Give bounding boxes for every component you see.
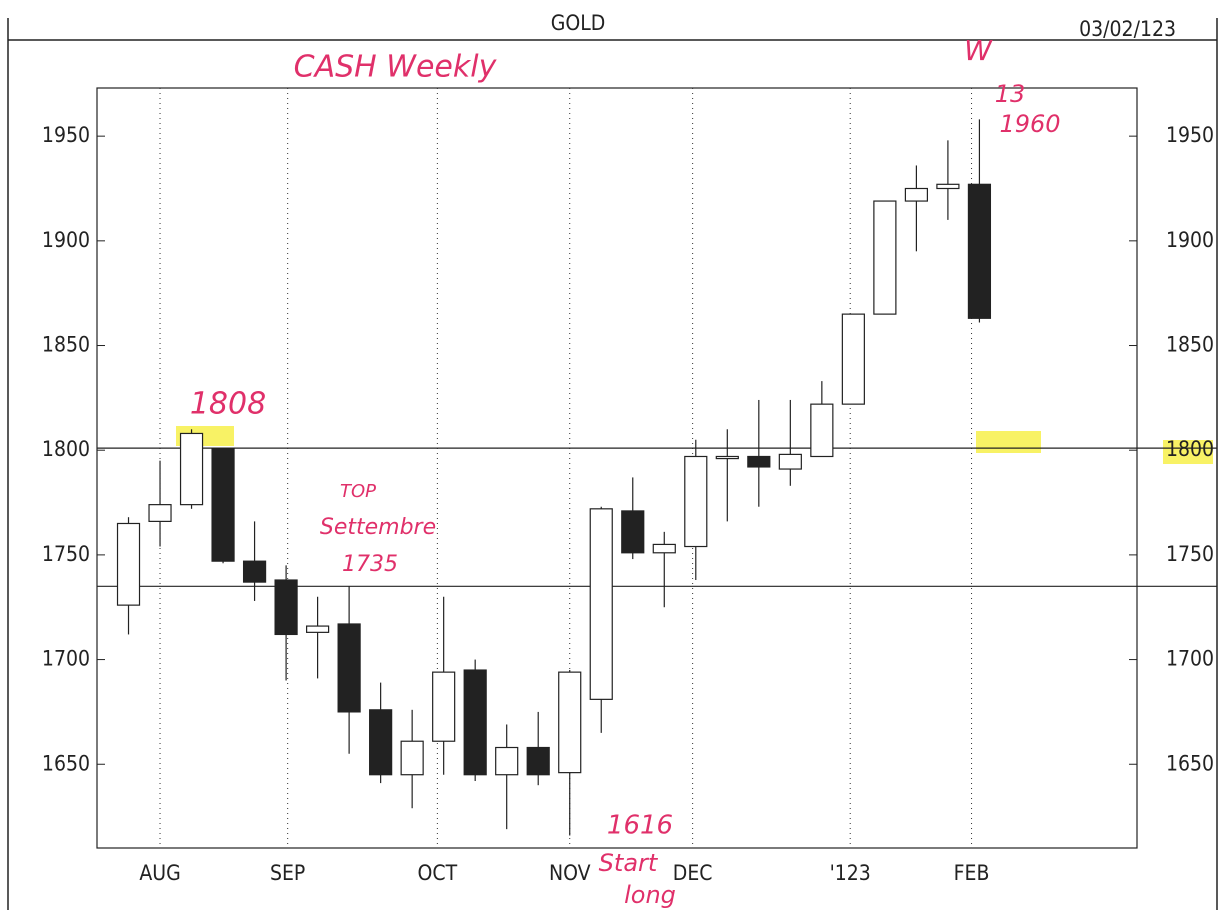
y-tick-label: 1800 [42, 437, 90, 461]
annotation: 1616 [607, 811, 673, 841]
candle-body [841, 313, 865, 405]
candle-body [936, 183, 960, 190]
y-tick-label: 1650 [42, 751, 90, 775]
candle-body [526, 746, 550, 776]
y-tick-label: 1700 [42, 647, 90, 671]
candle-body [211, 447, 235, 562]
candle-body [337, 623, 361, 713]
candle-body [306, 625, 330, 633]
annotation: Settembre [320, 515, 436, 540]
candle-body [652, 543, 676, 554]
chart-title: GOLD [551, 11, 606, 35]
x-tick-label: SEP [270, 861, 305, 885]
x-tick-label: '123 [830, 861, 871, 885]
highlight [976, 431, 1041, 453]
x-tick-label: FEB [954, 861, 990, 885]
annotation: 1808 [190, 387, 266, 422]
x-tick-label: NOV [549, 861, 591, 885]
candle-body [558, 671, 582, 774]
x-tick-label: AUG [139, 861, 180, 885]
y2-tick-label: 1750 [1166, 542, 1214, 566]
candle-body [369, 709, 393, 776]
candle-body [179, 432, 204, 506]
annotation: CASH Weekly [294, 50, 498, 85]
y2-tick-label: 1800 [1166, 437, 1214, 461]
candle-body [904, 187, 928, 202]
y2-tick-label: 1850 [1166, 333, 1214, 357]
candle-body [715, 455, 739, 460]
candle-body [778, 453, 802, 470]
y2-tick-label: 1900 [1166, 228, 1214, 252]
candle-body [747, 455, 771, 468]
candle-body [873, 200, 897, 315]
annotation: TOP [340, 481, 376, 502]
annotation: Start [599, 849, 659, 877]
annotation: 1960 [999, 110, 1060, 138]
annotation: 1735 [342, 552, 398, 577]
candle-body [589, 508, 613, 700]
x-tick-label: DEC [673, 861, 713, 885]
candle-body [400, 740, 424, 776]
x-tick-label: OCT [418, 861, 458, 885]
plot-frame [96, 87, 1138, 849]
candle-body [967, 183, 992, 319]
candle-body [242, 560, 267, 583]
candle-body [810, 403, 834, 458]
candle-body [432, 671, 456, 742]
chart-date: 03/02/123 [1079, 17, 1176, 41]
candle-body [463, 669, 487, 776]
y2-tick-label: 1700 [1166, 647, 1214, 671]
candle-body [495, 746, 519, 776]
y-tick-label: 1850 [42, 333, 90, 357]
candle-body [148, 504, 172, 522]
candle-body [621, 510, 645, 554]
candle-body [116, 522, 141, 606]
y2-tick-label: 1650 [1166, 751, 1214, 775]
y-tick-label: 1900 [42, 228, 90, 252]
y-tick-label: 1750 [42, 542, 90, 566]
annotation: W [964, 34, 993, 67]
y2-tick-label: 1950 [1166, 123, 1214, 147]
candle-body [684, 455, 708, 548]
y-tick-label: 1950 [42, 123, 90, 147]
highlight [1163, 440, 1213, 464]
candle-body [274, 579, 298, 636]
annotation: long [624, 881, 676, 909]
annotation: 13 [995, 80, 1026, 108]
